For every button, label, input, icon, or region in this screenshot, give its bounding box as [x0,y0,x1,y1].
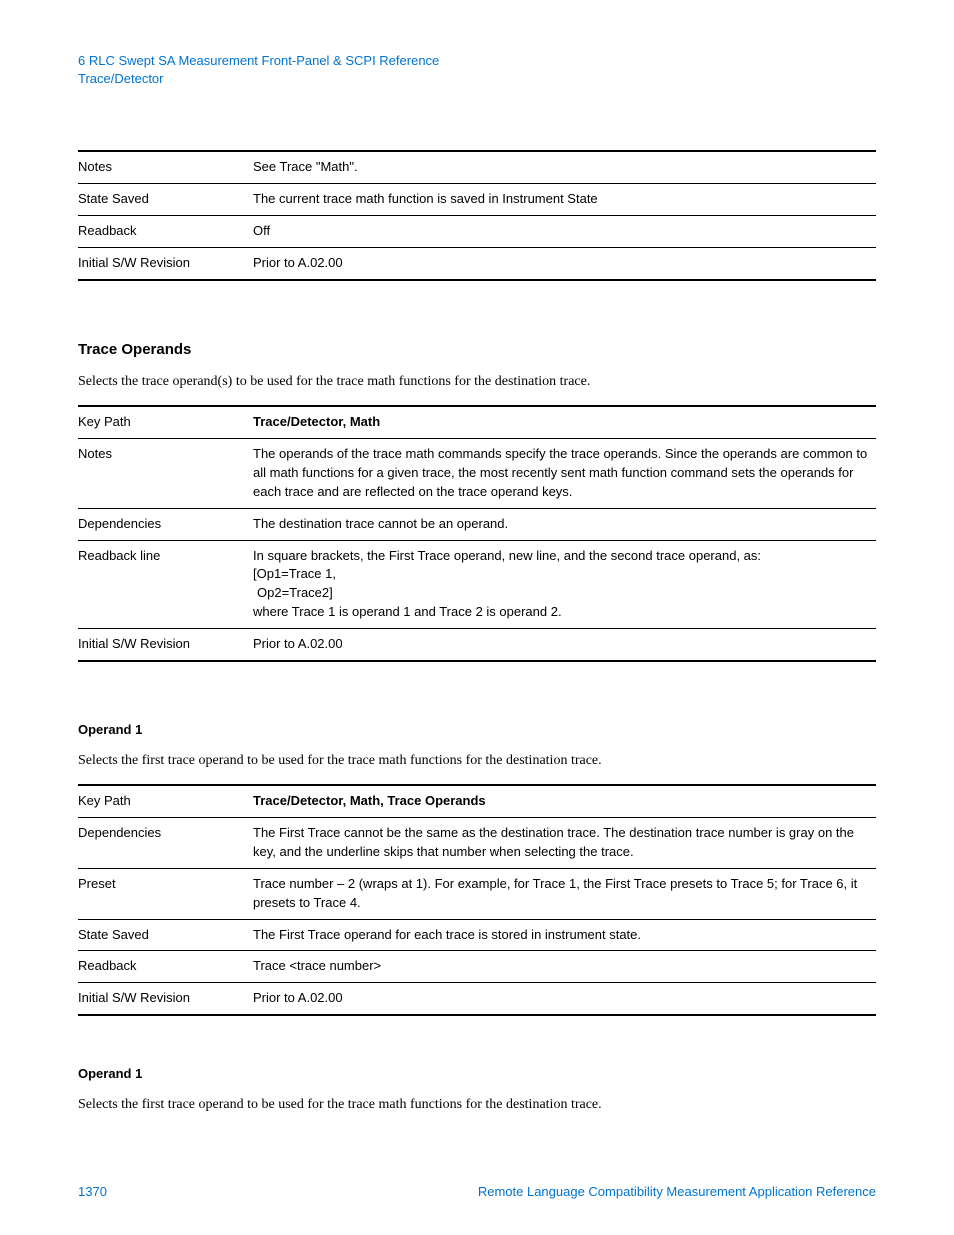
spacer [78,662,876,722]
table-row: State Saved The First Trace operand for … [78,919,876,951]
table-row: State Saved The current trace math funct… [78,184,876,216]
table-row: Preset Trace number – 2 (wraps at 1). Fo… [78,868,876,919]
readback-line: [Op1=Trace 1, [253,565,876,584]
page-footer: 1370 Remote Language Compatibility Measu… [78,1184,876,1199]
row-label: Notes [78,151,253,183]
row-label: Notes [78,439,253,509]
section-body: Selects the trace operand(s) to be used … [78,372,876,392]
row-value: Trace number – 2 (wraps at 1). For examp… [253,868,876,919]
page-number: 1370 [78,1184,107,1199]
readback-line: where Trace 1 is operand 1 and Trace 2 i… [253,603,876,622]
page-header: 6 RLC Swept SA Measurement Front-Panel &… [78,52,876,88]
footer-doc-title: Remote Language Compatibility Measuremen… [478,1184,876,1199]
spacer [78,1016,876,1066]
table-row: Key Path Trace/Detector, Math, Trace Ope… [78,785,876,817]
section-body: Selects the first trace operand to be us… [78,751,876,771]
header-section: Trace/Detector [78,70,876,88]
row-value: Prior to A.02.00 [253,247,876,279]
row-label: State Saved [78,184,253,216]
section-body: Selects the first trace operand to be us… [78,1095,876,1115]
table-row: Key Path Trace/Detector, Math [78,406,876,438]
row-label: Dependencies [78,818,253,869]
readback-line: Op2=Trace2] [253,584,876,603]
row-value: Trace <trace number> [253,951,876,983]
row-label: Preset [78,868,253,919]
properties-table-3: Key Path Trace/Detector, Math, Trace Ope… [78,784,876,1016]
section-heading-trace-operands: Trace Operands [78,341,876,358]
row-value: Trace/Detector, Math, Trace Operands [253,785,876,817]
row-value: Off [253,216,876,248]
table-row: Readback line In square brackets, the Fi… [78,540,876,628]
table-row: Readback Off [78,216,876,248]
spacer [78,281,876,341]
row-value: See Trace "Math". [253,151,876,183]
row-label: Initial S/W Revision [78,628,253,660]
row-value: The current trace math function is saved… [253,184,876,216]
table-row: Notes See Trace "Math". [78,151,876,183]
row-label: Initial S/W Revision [78,983,253,1015]
page-content: 6 RLC Swept SA Measurement Front-Panel &… [0,0,954,1115]
row-label: Initial S/W Revision [78,247,253,279]
properties-table-2: Key Path Trace/Detector, Math Notes The … [78,405,876,661]
row-label: Key Path [78,406,253,438]
row-label: Key Path [78,785,253,817]
row-value: Trace/Detector, Math [253,406,876,438]
row-value: In square brackets, the First Trace oper… [253,540,876,628]
header-chapter: 6 RLC Swept SA Measurement Front-Panel &… [78,52,876,70]
table-row: Dependencies The First Trace cannot be t… [78,818,876,869]
table-row: Readback Trace <trace number> [78,951,876,983]
table-row: Initial S/W Revision Prior to A.02.00 [78,628,876,660]
table-row: Initial S/W Revision Prior to A.02.00 [78,247,876,279]
row-label: Readback [78,216,253,248]
row-label: Dependencies [78,508,253,540]
readback-line: In square brackets, the First Trace oper… [253,547,876,566]
row-value: The First Trace operand for each trace i… [253,919,876,951]
row-label: Readback [78,951,253,983]
row-label: Readback line [78,540,253,628]
row-value: The destination trace cannot be an opera… [253,508,876,540]
section-heading-operand-1b: Operand 1 [78,1066,876,1081]
row-value: The First Trace cannot be the same as th… [253,818,876,869]
section-heading-operand-1a: Operand 1 [78,722,876,737]
row-label: State Saved [78,919,253,951]
properties-table-1: Notes See Trace "Math". State Saved The … [78,150,876,280]
row-value: Prior to A.02.00 [253,983,876,1015]
row-value: The operands of the trace math commands … [253,439,876,509]
table-row: Initial S/W Revision Prior to A.02.00 [78,983,876,1015]
row-value: Prior to A.02.00 [253,628,876,660]
table-row: Notes The operands of the trace math com… [78,439,876,509]
table-row: Dependencies The destination trace canno… [78,508,876,540]
